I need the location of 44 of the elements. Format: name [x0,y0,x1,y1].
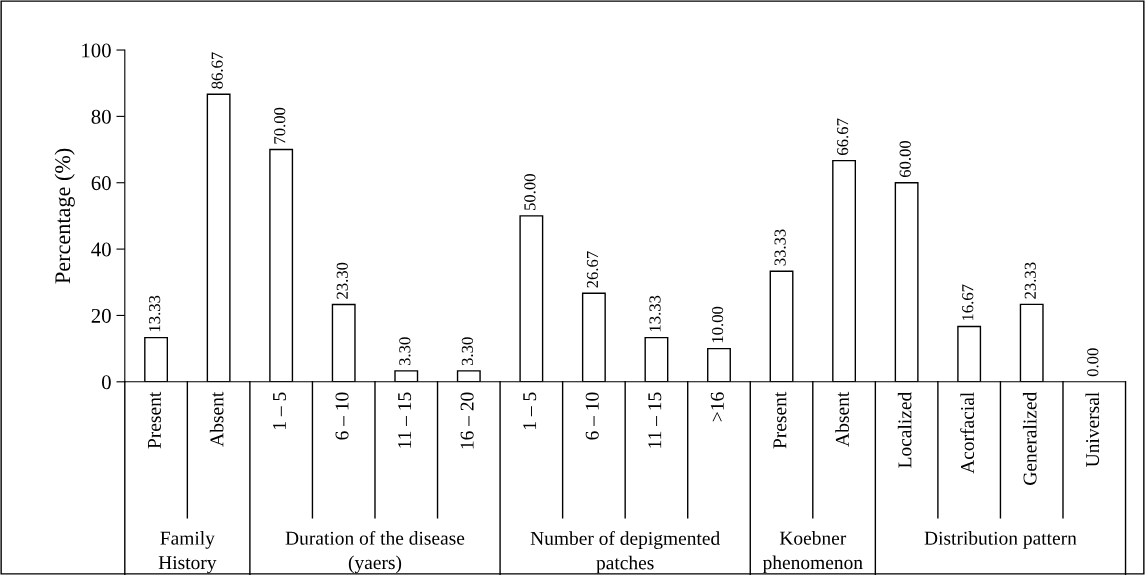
text: Distribution pattern [924,531,1077,549]
data-label: 66.67 [837,118,849,155]
x-tick-label: Universal [1085,392,1100,467]
x-tick-label: Localized [897,391,912,468]
text: Duration of the disease (yaers) [285,530,465,574]
x-tick-label: >16 [710,392,724,422]
data-label: 13.33 [649,295,661,332]
data-label: 33.33 [774,229,786,266]
x-tick-label: Acorfacial [960,392,975,474]
y-tick-label: 20 [91,308,111,323]
data-label: 26.67 [586,251,599,288]
data-label: 86.67 [211,52,223,89]
x-tick-label: Present [773,391,787,449]
data-label: 16.67 [962,284,974,321]
text: Family History [158,531,217,574]
data-label: 10.00 [711,306,724,343]
data-label: 13.33 [149,295,161,332]
y-tick-label: 40 [91,242,111,257]
text: Number of depigmented patches [530,531,720,574]
x-tick-label: Generalized [1022,391,1037,485]
x-tick-label: 6 – 10 [335,392,349,440]
y-tick-label: 0 [101,375,111,390]
data-label: 23.33 [1024,262,1036,299]
x-tick-label: Present [148,391,161,449]
data-label: 50.00 [524,174,536,210]
x-tick-label: 6 – 10 [585,392,599,440]
x-tick-label: 11 – 15 [648,392,662,448]
x-tick-label: 1 – 5 [273,392,287,429]
y-tick-label: 100 [82,43,111,58]
text: Koebner phenomenon [762,531,863,574]
x-tick-label: Absent [835,391,849,447]
data-label: 23.30 [336,262,348,299]
x-tick-label: 1 – 5 [523,392,537,429]
y-tick-label: 80 [91,109,111,124]
x-tick-label: Absent [209,391,224,447]
data-label: 0.00 [1087,348,1099,377]
data-label: 60.00 [899,140,911,178]
x-tick-label: 16 – 20 [460,392,474,449]
data-label: 70.00 [274,107,286,144]
y-tick-label: 60 [91,176,111,191]
data-label: 3.30 [461,337,474,366]
y-axis-title: Percentage (%) [54,148,75,284]
data-label: 3.30 [399,337,411,366]
x-tick-label: 11 – 15 [398,392,412,448]
